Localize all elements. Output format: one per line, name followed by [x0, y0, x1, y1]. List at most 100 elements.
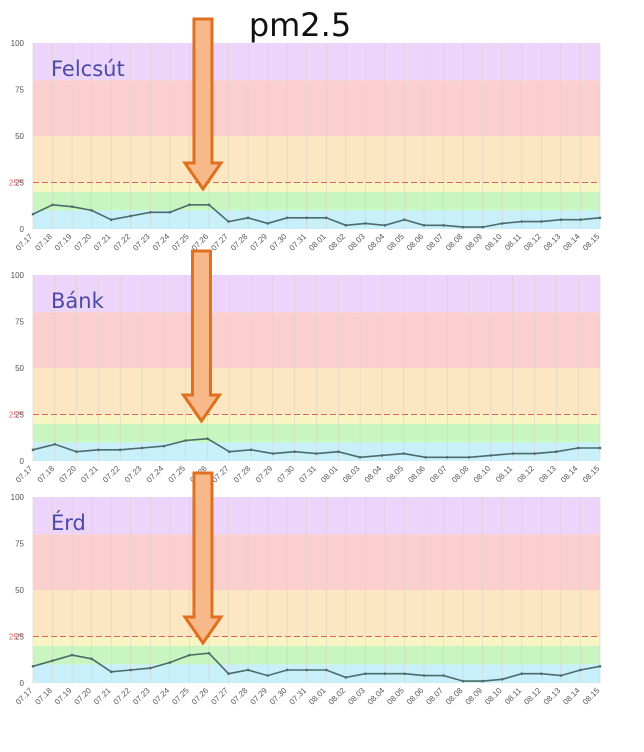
data-point — [97, 448, 100, 452]
x-tick-label: 08.07 — [428, 464, 449, 485]
data-point — [364, 672, 367, 675]
threshold-label: 25** — [9, 179, 24, 188]
data-point — [90, 209, 93, 212]
highlight-arrow — [180, 249, 223, 424]
y-tick-label: 100 — [11, 493, 25, 502]
aqi-band-50-80 — [33, 80, 600, 136]
x-tick-label: 08.01 — [307, 686, 328, 707]
data-point — [403, 672, 406, 675]
aqi-band-0-10 — [33, 210, 600, 229]
x-tick-label: 08.03 — [346, 232, 367, 253]
x-tick-label: 08.03 — [346, 686, 367, 707]
data-point — [598, 446, 602, 450]
x-tick-label: 07.23 — [131, 686, 152, 707]
x-tick-label: 08.12 — [515, 464, 536, 485]
x-tick-label: 07.25 — [170, 686, 191, 707]
location-label: Érd — [51, 510, 86, 535]
y-tick-label: 50 — [15, 364, 24, 373]
y-tick-label: 25 — [15, 633, 24, 642]
x-tick-label: 07.31 — [288, 686, 309, 707]
data-point — [422, 223, 426, 227]
aqi-band-80-100 — [33, 43, 600, 81]
x-tick-label: 08.15 — [581, 464, 602, 485]
x-tick-label: 08.05 — [385, 232, 406, 253]
data-point — [75, 450, 78, 454]
data-point — [324, 668, 328, 672]
data-point — [520, 672, 524, 675]
data-point — [446, 455, 449, 459]
x-tick-label: 07.31 — [288, 232, 309, 253]
data-point — [227, 450, 231, 454]
data-point — [70, 205, 74, 208]
y-tick-label: 75 — [15, 318, 24, 327]
data-point — [140, 446, 144, 450]
x-tick-label: 07.28 — [232, 464, 253, 485]
x-tick-label: 08.07 — [424, 232, 445, 253]
main-title: pm2.5 — [0, 6, 600, 44]
data-point — [383, 223, 387, 227]
data-point — [293, 450, 296, 454]
x-tick-label: 08.08 — [444, 686, 465, 707]
x-tick-label: 07.23 — [123, 464, 144, 485]
x-tick-label: 08.10 — [483, 686, 504, 707]
main-title-text: pm2.5 — [248, 6, 352, 44]
data-point — [162, 444, 166, 448]
data-point — [540, 220, 543, 223]
data-point — [500, 222, 504, 225]
data-point — [315, 452, 318, 455]
x-tick-label: 08.12 — [522, 232, 543, 253]
series-line — [32, 203, 601, 228]
x-tick-label: 07.27 — [209, 686, 230, 707]
x-tick-label: 08.13 — [542, 232, 563, 253]
y-tick-label: 75 — [15, 540, 24, 549]
data-point — [481, 679, 484, 683]
x-tick-label: 07.18 — [36, 464, 57, 485]
x-tick-label: 08.01 — [307, 232, 328, 253]
x-tick-label: 08.11 — [494, 464, 514, 484]
x-tick-label: 07.17 — [14, 464, 35, 485]
aqi-band-20-25 — [33, 636, 600, 646]
data-point — [227, 672, 230, 675]
x-tick-label: 07.20 — [73, 686, 94, 707]
data-point — [442, 674, 445, 677]
data-point — [129, 668, 133, 672]
y-tick-label: 50 — [15, 132, 24, 141]
x-tick-label: 08.02 — [327, 686, 348, 707]
threshold-label: 25** — [9, 633, 24, 642]
data-point — [168, 661, 172, 664]
x-tick-label: 07.19 — [53, 686, 74, 707]
x-tick-label: 07.27 — [209, 232, 230, 253]
x-tick-label: 08.13 — [537, 464, 558, 485]
data-point — [285, 216, 289, 220]
x-tick-label: 07.29 — [249, 686, 270, 707]
y-tick-label: 25 — [15, 179, 24, 188]
aqi-band-25-50 — [33, 136, 600, 183]
x-tick-label: 07.30 — [268, 232, 289, 253]
data-point — [403, 218, 406, 221]
x-tick-label: 07.24 — [145, 464, 166, 485]
x-tick-label: 08.03 — [341, 464, 362, 485]
data-point — [246, 668, 250, 672]
data-point — [70, 653, 74, 657]
threshold-label: 25** — [9, 411, 24, 420]
data-point — [579, 218, 582, 221]
data-point — [188, 653, 191, 657]
data-point — [305, 668, 309, 672]
data-point — [467, 455, 471, 459]
x-tick-label: 07.30 — [268, 686, 289, 707]
y-tick-label: 75 — [15, 86, 24, 95]
data-point — [207, 203, 211, 207]
aqi-band-10-20 — [33, 191, 600, 211]
aqi-band-20-25 — [33, 182, 600, 192]
data-point — [227, 220, 230, 223]
highlight-arrow — [182, 471, 224, 646]
data-point — [461, 679, 465, 683]
x-tick-label: 07.17 — [14, 686, 35, 707]
x-tick-label: 08.12 — [522, 686, 543, 707]
data-point — [489, 454, 493, 457]
data-point — [184, 439, 187, 442]
data-point — [533, 452, 536, 455]
